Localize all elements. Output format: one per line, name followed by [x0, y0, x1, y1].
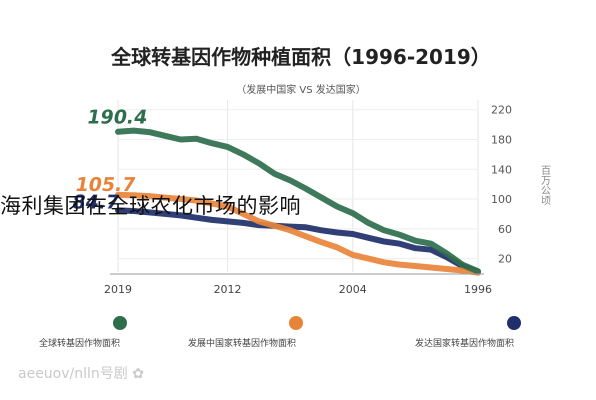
y-axis: 20 60 100 140 180 220 百万公顷: [491, 104, 551, 266]
legend-marker-0: [507, 316, 521, 330]
series-lines: [115, 127, 481, 276]
chart-title: 全球转基因作物种植面积（1996-2019）: [110, 45, 491, 69]
end-label-0: 84.7: [70, 191, 121, 214]
legend: 发达国家转基因作物面积 发展中国家转基因作物面积 全球转基因作物面积: [39, 316, 521, 349]
x-tick-label-2012: 2012: [214, 283, 242, 296]
legend-label-2: 全球转基因作物面积: [39, 337, 120, 349]
legend-marker-1: [289, 316, 303, 330]
chart-subtitle: （发展中国家 VS 发达国家）: [236, 83, 366, 96]
x-tick-label-1996: 1996: [464, 283, 492, 296]
watermark: aeeuov/nlln号剧 ✿: [18, 366, 144, 382]
y-tick-label-220: 220: [491, 104, 512, 117]
legend-label-1: 发展中国家转基因作物面积: [188, 337, 296, 349]
overlay-headline: 海利集团在全球农化市场的影响: [0, 194, 301, 218]
end-label-2: 190.4: [85, 106, 149, 129]
series-line-1: [115, 191, 481, 276]
y-tick-label-100: 100: [491, 193, 512, 206]
y-tick-label-140: 140: [491, 163, 512, 176]
legend-label-0: 发达国家转基因作物面积: [415, 337, 514, 349]
y-tick-label-180: 180: [491, 133, 512, 146]
series-line-2: [115, 127, 481, 275]
legend-marker-2: [113, 316, 127, 330]
series-line-0: [115, 207, 481, 275]
x-tick-label-2004: 2004: [339, 283, 367, 296]
x-axis: 2019 2012 2004 1996: [104, 273, 492, 296]
x-tick-label-2019: 2019: [104, 283, 132, 296]
y-tick-label-20: 20: [498, 253, 512, 266]
y-tick-label-60: 60: [498, 223, 512, 236]
y-axis-unit: 百万公顷: [539, 165, 551, 206]
end-label-1: 105.7: [73, 173, 137, 196]
